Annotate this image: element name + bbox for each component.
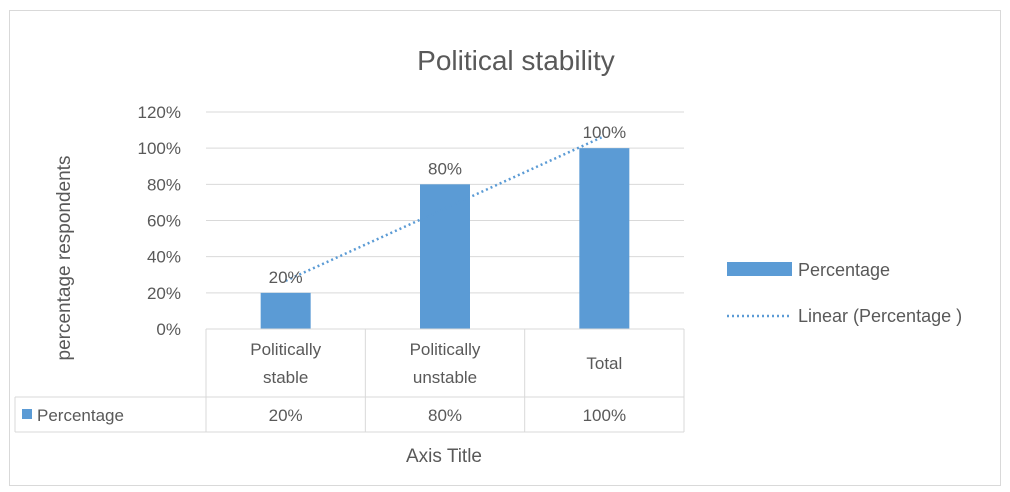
category-label-1-line2: unstable <box>413 368 477 387</box>
y-tick-label-1: 20% <box>147 284 181 303</box>
y-tick-label-5: 100% <box>138 139 181 158</box>
legend-trendline-label: Linear (Percentage ) <box>798 306 962 326</box>
x-axis-title: Axis Title <box>406 446 482 467</box>
category-label-0-line1: Politically <box>250 340 321 359</box>
y-tick-label-3: 60% <box>147 212 181 231</box>
category-label-0-line2: stable <box>263 368 308 387</box>
table-legend-key <box>22 409 32 419</box>
table-row-label: Percentage <box>37 406 124 425</box>
bar-0 <box>260 292 311 329</box>
y-axis-title: percentage respondents <box>54 156 75 361</box>
trendline <box>285 134 605 282</box>
bars <box>260 148 630 329</box>
chart-title: Political stability <box>417 45 615 76</box>
category-label-1-line1: Politically <box>410 340 481 359</box>
data-label-0: 20% <box>269 268 303 287</box>
category-label-2: Total <box>586 354 622 373</box>
trendline-path <box>285 134 605 282</box>
data-labels: 20% 80% 100% <box>269 123 626 287</box>
y-tick-label-6: 120% <box>138 103 181 122</box>
data-label-1: 80% <box>428 159 462 178</box>
y-tick-label-2: 40% <box>147 248 181 267</box>
data-table: Politically stable Politically unstable Tota… <box>14 328 685 433</box>
table-value-2: 100% <box>583 406 626 425</box>
table-value-1: 80% <box>428 406 462 425</box>
data-label-2: 100% <box>583 123 626 142</box>
legend-bar-swatch <box>727 262 792 276</box>
y-axis-ticks: 0% 20% 40% 60% 80% 100% 120% <box>138 103 181 339</box>
chart-frame <box>9 10 1001 486</box>
legend: Percentage Linear (Percentage ) <box>727 260 962 326</box>
y-tick-label-4: 80% <box>147 175 181 194</box>
table-value-0: 20% <box>269 406 303 425</box>
y-tick-label-0: 0% <box>156 320 181 339</box>
bar-1 <box>420 184 470 329</box>
legend-bar-label: Percentage <box>798 260 890 280</box>
bar-2 <box>579 148 630 329</box>
